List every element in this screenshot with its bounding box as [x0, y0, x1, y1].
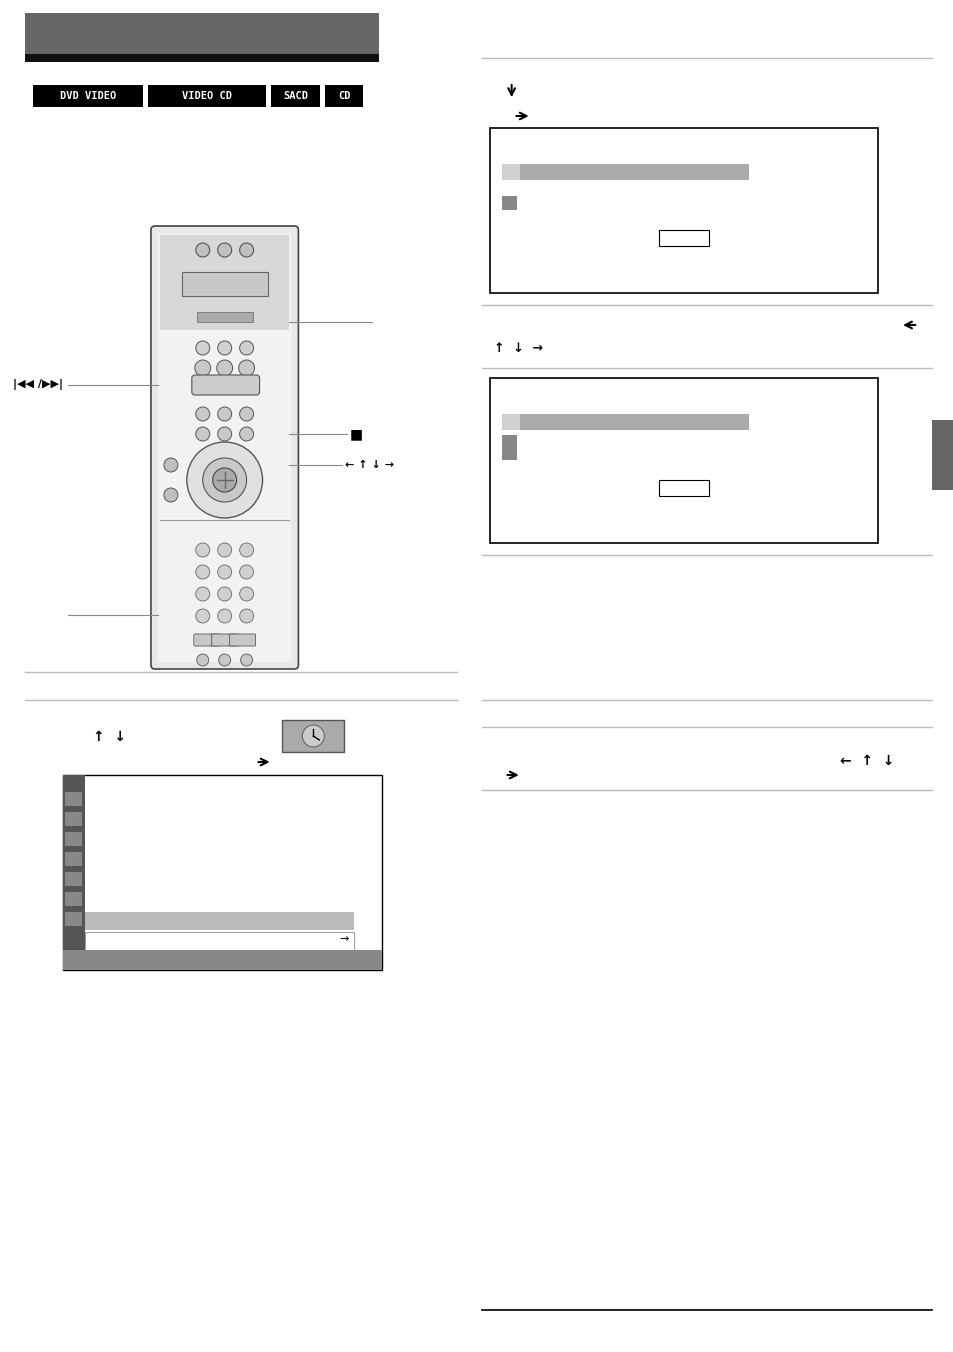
Circle shape [217, 587, 232, 602]
Circle shape [195, 407, 210, 420]
Circle shape [195, 587, 210, 602]
FancyBboxPatch shape [212, 634, 237, 646]
Polygon shape [367, 955, 376, 965]
Circle shape [195, 427, 210, 441]
Circle shape [217, 407, 232, 420]
Circle shape [218, 654, 231, 667]
Circle shape [217, 341, 232, 356]
FancyBboxPatch shape [519, 164, 748, 180]
Circle shape [217, 243, 232, 257]
Circle shape [217, 565, 232, 579]
Text: ← ↑ ↓ →: ← ↑ ↓ → [345, 460, 394, 470]
Circle shape [216, 360, 233, 376]
FancyBboxPatch shape [282, 721, 344, 752]
Circle shape [195, 544, 210, 557]
FancyBboxPatch shape [271, 85, 320, 107]
FancyBboxPatch shape [63, 950, 382, 969]
Circle shape [196, 654, 209, 667]
Circle shape [187, 442, 262, 518]
Circle shape [194, 360, 211, 376]
FancyBboxPatch shape [85, 932, 354, 950]
FancyBboxPatch shape [85, 950, 382, 969]
Circle shape [239, 341, 253, 356]
Circle shape [239, 587, 253, 602]
FancyBboxPatch shape [65, 813, 82, 826]
FancyBboxPatch shape [151, 226, 298, 669]
FancyBboxPatch shape [519, 414, 748, 430]
Text: VIDEO CD: VIDEO CD [182, 91, 232, 101]
FancyBboxPatch shape [501, 414, 519, 430]
Circle shape [164, 488, 177, 502]
FancyBboxPatch shape [65, 913, 82, 926]
Circle shape [239, 427, 253, 441]
FancyBboxPatch shape [196, 312, 253, 322]
FancyBboxPatch shape [26, 54, 378, 62]
Circle shape [239, 544, 253, 557]
FancyBboxPatch shape [65, 852, 82, 867]
Text: CD: CD [337, 91, 350, 101]
FancyBboxPatch shape [931, 420, 953, 489]
Text: →: → [339, 934, 349, 944]
FancyBboxPatch shape [659, 230, 708, 246]
Text: SACD: SACD [283, 91, 308, 101]
FancyBboxPatch shape [501, 164, 519, 180]
FancyBboxPatch shape [659, 480, 708, 496]
Circle shape [240, 654, 253, 667]
Circle shape [239, 608, 253, 623]
FancyBboxPatch shape [501, 196, 517, 210]
Circle shape [195, 608, 210, 623]
Circle shape [239, 565, 253, 579]
FancyBboxPatch shape [489, 128, 878, 293]
Circle shape [217, 427, 232, 441]
FancyBboxPatch shape [33, 85, 143, 107]
Text: |◀◀ /▶▶|: |◀◀ /▶▶| [13, 380, 63, 391]
FancyBboxPatch shape [65, 792, 82, 806]
Circle shape [217, 544, 232, 557]
FancyBboxPatch shape [63, 775, 85, 969]
FancyBboxPatch shape [325, 85, 363, 107]
Circle shape [239, 243, 253, 257]
FancyBboxPatch shape [158, 233, 291, 662]
Circle shape [238, 360, 254, 376]
Circle shape [217, 608, 232, 623]
Circle shape [302, 725, 324, 748]
Text: DVD VIDEO: DVD VIDEO [60, 91, 116, 101]
Text: ←  ↑  ↓: ← ↑ ↓ [840, 754, 894, 768]
FancyBboxPatch shape [63, 775, 382, 969]
FancyBboxPatch shape [65, 892, 82, 906]
Circle shape [195, 243, 210, 257]
Circle shape [195, 565, 210, 579]
FancyBboxPatch shape [148, 85, 265, 107]
FancyBboxPatch shape [26, 14, 378, 58]
Circle shape [213, 468, 236, 492]
FancyBboxPatch shape [193, 634, 219, 646]
Text: ↑  ↓: ↑ ↓ [93, 730, 126, 744]
FancyBboxPatch shape [160, 235, 289, 330]
FancyBboxPatch shape [501, 435, 517, 460]
FancyBboxPatch shape [182, 272, 267, 296]
Circle shape [164, 458, 177, 472]
FancyBboxPatch shape [65, 872, 82, 886]
FancyBboxPatch shape [192, 375, 259, 395]
FancyBboxPatch shape [65, 831, 82, 846]
Circle shape [195, 341, 210, 356]
Circle shape [203, 458, 246, 502]
FancyBboxPatch shape [230, 634, 255, 646]
FancyBboxPatch shape [85, 913, 354, 930]
FancyBboxPatch shape [85, 950, 264, 969]
Text: ■: ■ [350, 427, 363, 441]
Text: ↑  ↓  →: ↑ ↓ → [493, 342, 542, 356]
Circle shape [239, 407, 253, 420]
FancyBboxPatch shape [489, 379, 878, 544]
